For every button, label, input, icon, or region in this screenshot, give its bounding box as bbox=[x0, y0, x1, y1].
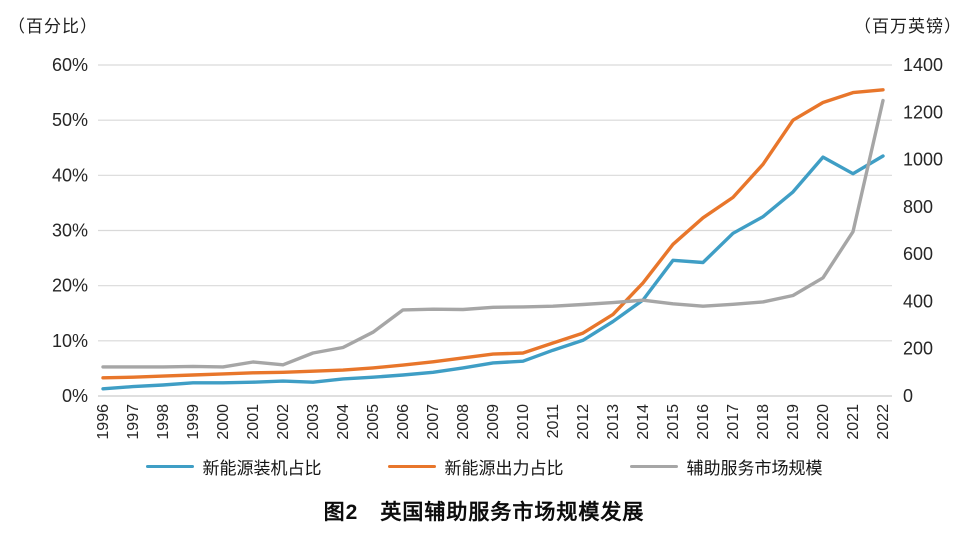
legend-item-output-share: 新能源出力占比 bbox=[387, 454, 564, 479]
x-axis-year-label: 2007 bbox=[425, 404, 442, 440]
x-axis-year-label: 1999 bbox=[185, 404, 202, 440]
legend-label: 新能源装机占比 bbox=[202, 459, 322, 478]
x-axis-year-label: 2015 bbox=[665, 404, 682, 440]
x-axis-year-label: 2003 bbox=[305, 404, 322, 440]
ancillary-market-size-line bbox=[101, 98, 885, 369]
left-axis-tick-label: 10% bbox=[52, 331, 88, 351]
x-axis-year-label: 2008 bbox=[455, 404, 472, 440]
x-axis-year-label: 2019 bbox=[785, 404, 802, 440]
x-axis-year-label: 2020 bbox=[815, 404, 832, 440]
left-axis-unit-label: （百分比） bbox=[8, 17, 98, 36]
right-axis-tick-label: 0 bbox=[903, 386, 913, 406]
x-axis-year-label: 1997 bbox=[125, 404, 142, 440]
x-axis-year-label: 2018 bbox=[755, 404, 772, 440]
left-axis-tick-label: 40% bbox=[52, 165, 88, 185]
x-axis-year-label: 2014 bbox=[635, 404, 652, 440]
right-axis-tick-label: 1200 bbox=[903, 102, 943, 122]
x-axis-year-label: 2013 bbox=[605, 404, 622, 440]
legend-label: 辅助服务市场规模 bbox=[686, 459, 823, 478]
left-axis-tick-label: 30% bbox=[52, 221, 88, 241]
x-axis-year-label: 2022 bbox=[875, 404, 892, 440]
x-axis-year-label: 2016 bbox=[695, 404, 712, 440]
x-axis-year-label: 2009 bbox=[485, 404, 502, 440]
x-axis-year-label: 2002 bbox=[275, 404, 292, 440]
x-axis-year-label: 1998 bbox=[155, 404, 172, 440]
x-axis-year-label: 1996 bbox=[95, 404, 112, 440]
right-axis-tick-label: 1400 bbox=[903, 55, 943, 75]
line-chart: 0% 10% 20% 30% 40% 50% 60% 0 200 400 600 800 1000 120… bbox=[52, 55, 943, 440]
x-axis-year-label: 2017 bbox=[725, 404, 742, 440]
legend-item-installed-capacity-share: 新能源装机占比 bbox=[145, 454, 322, 479]
installed-capacity-share-legend-swatch-icon bbox=[145, 465, 194, 468]
right-axis-tick-label: 200 bbox=[903, 339, 933, 359]
right-axis-tick-label: 400 bbox=[903, 291, 933, 311]
legend: 新能源装机占比 新能源出力占比 辅助服务市场规模 bbox=[0, 454, 968, 479]
x-axis-year-label: 2011 bbox=[545, 404, 562, 439]
output-share-legend-swatch-icon bbox=[387, 465, 436, 468]
x-axis-year-label: 2004 bbox=[335, 404, 352, 440]
x-axis-year-label: 2021 bbox=[845, 404, 862, 440]
right-axis-unit-label: （百万英镑） bbox=[854, 17, 962, 36]
legend-item-ancillary-market-size: 辅助服务市场规模 bbox=[629, 454, 823, 479]
right-axis-tick-label: 800 bbox=[903, 197, 933, 217]
right-axis-tick-label: 1000 bbox=[903, 150, 943, 170]
x-axis-year-label: 2000 bbox=[215, 404, 232, 440]
left-axis-tick-label: 50% bbox=[52, 110, 88, 130]
x-axis-year-label: 2005 bbox=[365, 404, 382, 440]
ancillary-market-size-legend-swatch-icon bbox=[629, 465, 678, 468]
left-axis-tick-label: 20% bbox=[52, 276, 88, 296]
legend-label: 新能源出力占比 bbox=[444, 459, 564, 478]
installed-capacity-share-line bbox=[101, 154, 885, 391]
x-axis-year-label: 2012 bbox=[575, 404, 592, 440]
x-axis-year-label: 2001 bbox=[245, 404, 262, 440]
x-axis-year-label: 2010 bbox=[515, 404, 532, 440]
left-axis-tick-label: 60% bbox=[52, 55, 88, 75]
x-axis-year-label: 2006 bbox=[395, 404, 412, 440]
figure-caption: 图2 英国辅助服务市场规模发展 bbox=[323, 501, 645, 524]
left-axis-tick-label: 0% bbox=[62, 386, 88, 406]
right-axis-tick-label: 600 bbox=[903, 244, 933, 264]
output-share-line bbox=[101, 88, 885, 380]
